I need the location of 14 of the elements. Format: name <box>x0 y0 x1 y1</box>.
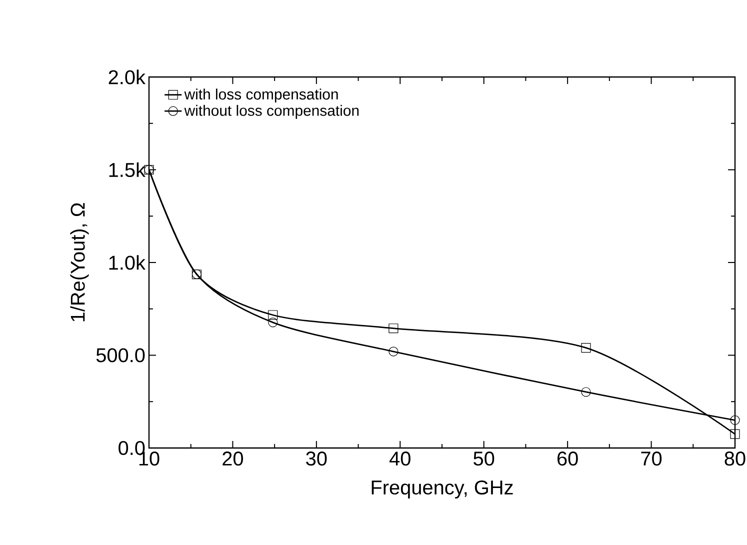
x-tick-label: 30 <box>306 452 327 466</box>
x-tick-label: 70 <box>641 452 662 466</box>
y-tick-label: 2.0k <box>108 70 146 84</box>
legend-label: without loss compensation <box>184 104 359 119</box>
y-tick-label: 1.0k <box>109 255 146 270</box>
legend-label: with loss compensation <box>184 88 338 103</box>
x-tick-label: 20 <box>222 452 244 466</box>
y-tick-label: 500.0 <box>96 348 145 362</box>
x-tick-label: 60 <box>558 452 578 466</box>
x-axis-title: Frequency, GHz <box>372 480 513 498</box>
y-axis-title: 1/Re(Yout), Ω <box>70 203 89 322</box>
x-tick-label: 50 <box>474 452 494 466</box>
x-tick-label: 80 <box>724 452 746 466</box>
x-tick-label: 40 <box>390 452 410 466</box>
